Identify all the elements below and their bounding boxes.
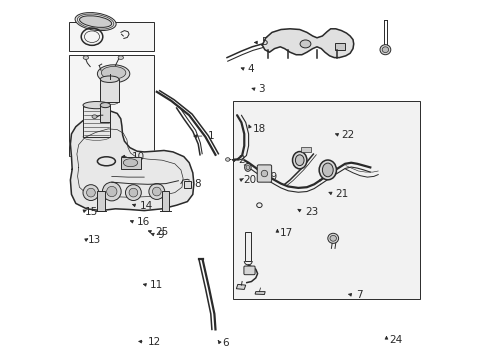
Circle shape xyxy=(125,185,141,201)
Text: 7: 7 xyxy=(356,290,363,300)
Ellipse shape xyxy=(225,158,230,161)
Text: 6: 6 xyxy=(222,338,229,348)
Text: 11: 11 xyxy=(150,280,163,290)
Ellipse shape xyxy=(261,170,268,177)
Ellipse shape xyxy=(101,66,126,79)
Bar xyxy=(233,101,420,299)
Text: 10: 10 xyxy=(132,152,145,162)
Text: 22: 22 xyxy=(342,130,355,140)
Text: 8: 8 xyxy=(194,179,200,189)
Text: 19: 19 xyxy=(265,172,278,183)
FancyBboxPatch shape xyxy=(244,266,255,275)
Text: 15: 15 xyxy=(85,207,98,217)
Text: 12: 12 xyxy=(148,337,161,347)
Ellipse shape xyxy=(123,159,138,167)
Polygon shape xyxy=(255,292,265,294)
Text: 9: 9 xyxy=(157,230,164,240)
Text: 2: 2 xyxy=(238,155,245,165)
Ellipse shape xyxy=(100,98,119,105)
Ellipse shape xyxy=(100,103,110,108)
Text: 24: 24 xyxy=(390,335,403,345)
Ellipse shape xyxy=(328,233,339,243)
Text: 4: 4 xyxy=(247,64,254,74)
Text: 1: 1 xyxy=(208,131,214,141)
Bar xyxy=(301,147,311,152)
Ellipse shape xyxy=(382,47,389,53)
Bar xyxy=(69,22,154,51)
Text: 20: 20 xyxy=(244,175,257,185)
Ellipse shape xyxy=(330,235,337,241)
Text: 14: 14 xyxy=(140,201,153,211)
Ellipse shape xyxy=(380,45,391,55)
Text: 18: 18 xyxy=(253,123,267,134)
Polygon shape xyxy=(236,284,245,289)
Ellipse shape xyxy=(322,163,333,177)
Circle shape xyxy=(107,186,117,197)
Polygon shape xyxy=(262,29,354,58)
Ellipse shape xyxy=(118,56,123,59)
Text: 25: 25 xyxy=(155,227,168,237)
Bar xyxy=(83,105,110,137)
Bar xyxy=(335,43,345,50)
Bar xyxy=(69,55,154,156)
Bar xyxy=(100,105,110,122)
Ellipse shape xyxy=(245,163,251,171)
Ellipse shape xyxy=(83,133,110,140)
Ellipse shape xyxy=(100,76,119,82)
Ellipse shape xyxy=(83,102,110,109)
Bar xyxy=(162,191,170,211)
Bar xyxy=(121,157,141,169)
Bar xyxy=(245,232,251,261)
Bar xyxy=(184,181,191,188)
Circle shape xyxy=(149,184,165,199)
Text: 21: 21 xyxy=(335,189,348,199)
Text: 5: 5 xyxy=(262,37,268,48)
Circle shape xyxy=(152,187,161,196)
Polygon shape xyxy=(71,111,194,211)
Ellipse shape xyxy=(319,160,337,180)
FancyBboxPatch shape xyxy=(257,165,271,182)
Circle shape xyxy=(102,182,121,201)
Bar xyxy=(98,191,104,211)
Text: 16: 16 xyxy=(137,217,150,227)
Circle shape xyxy=(87,188,95,197)
Ellipse shape xyxy=(79,16,112,27)
Ellipse shape xyxy=(83,56,89,59)
Ellipse shape xyxy=(293,152,307,169)
Text: 3: 3 xyxy=(258,84,265,94)
Bar xyxy=(100,79,119,102)
Ellipse shape xyxy=(98,65,130,83)
Ellipse shape xyxy=(246,165,250,170)
Ellipse shape xyxy=(75,13,116,31)
Text: 17: 17 xyxy=(280,228,294,238)
Ellipse shape xyxy=(92,115,97,118)
Ellipse shape xyxy=(295,155,304,166)
Circle shape xyxy=(129,188,138,197)
Text: 13: 13 xyxy=(88,235,101,246)
Text: 23: 23 xyxy=(305,207,318,217)
Circle shape xyxy=(83,185,99,201)
Ellipse shape xyxy=(300,40,311,48)
